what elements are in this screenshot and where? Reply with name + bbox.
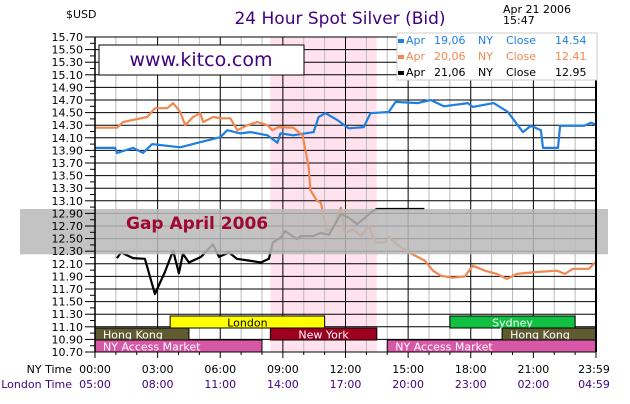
gap-band bbox=[20, 208, 608, 255]
chart-title: 24 Hour Spot Silver (Bid) bbox=[234, 9, 445, 29]
legend-entry-part: 12.95 bbox=[555, 66, 587, 79]
x-tick-label-london: 02:00 bbox=[518, 378, 550, 391]
y-tick-label: 15.70 bbox=[52, 31, 84, 44]
legend-entry-part: NY bbox=[478, 34, 493, 47]
series-line-1 bbox=[95, 98, 597, 154]
legend-entry-part: 12.41 bbox=[555, 50, 587, 63]
legend-marker bbox=[398, 55, 404, 59]
y-tick-label: 12.30 bbox=[52, 245, 84, 258]
x-row-label-london: London Time bbox=[1, 378, 72, 391]
chart-date: Apr 21 2006 bbox=[503, 3, 571, 16]
gap-annotation: Gap April 2006 bbox=[126, 214, 268, 234]
legend-marker bbox=[398, 39, 404, 43]
y-tick-label: 13.70 bbox=[52, 157, 84, 170]
legend-entry-part: Apr bbox=[406, 66, 426, 79]
y-tick-label: 11.10 bbox=[52, 321, 84, 334]
x-tick-label-ny: 15:00 bbox=[392, 363, 424, 376]
y-tick-label: 12.70 bbox=[52, 220, 84, 233]
y-tick-label: 11.30 bbox=[52, 308, 84, 321]
y-tick-label: 10.90 bbox=[52, 333, 84, 346]
gap-layer: Gap April 2006 bbox=[20, 208, 608, 255]
session-bar bbox=[269, 327, 378, 341]
watermark-text: www.kitco.com bbox=[129, 49, 272, 71]
session-label: New York bbox=[298, 329, 349, 342]
x-tick-label-ny: 03:00 bbox=[142, 363, 174, 376]
x-tick-label-london: 05:00 bbox=[79, 378, 111, 391]
legend-entry-part: NY bbox=[478, 50, 493, 63]
legend-entry: Apr 20,06 NY Close 12.41 bbox=[406, 50, 587, 63]
currency-label: $USD bbox=[66, 8, 97, 21]
y-tick-label: 14.90 bbox=[52, 81, 84, 94]
y-tick-label: 12.10 bbox=[52, 258, 84, 271]
x-tick-label-ny: 06:00 bbox=[204, 363, 236, 376]
x-tick-label-london: 14:00 bbox=[267, 378, 299, 391]
y-tick-label: 11.90 bbox=[52, 270, 84, 283]
x-tick-label-ny: 09:00 bbox=[267, 363, 299, 376]
session-bar bbox=[169, 315, 326, 329]
legend-entry-part: 21,06 bbox=[434, 66, 466, 79]
legend-marker bbox=[398, 71, 404, 75]
x-tick-label-london: 23:00 bbox=[455, 378, 487, 391]
y-tick-label: 13.30 bbox=[52, 182, 84, 195]
x-tick-label-ny: 12:00 bbox=[330, 363, 362, 376]
ny-session-band bbox=[270, 37, 377, 352]
legend-entry: Apr 21,06 NY Close 12.95 bbox=[406, 66, 587, 79]
y-tick-label: 14.10 bbox=[52, 132, 84, 145]
legend: Apr 19,06 NY Close 14.54 Apr 20,06 NY Close 12.41… bbox=[396, 32, 598, 81]
y-tick-label: 12.50 bbox=[52, 233, 84, 246]
session-label: London bbox=[227, 317, 267, 330]
chart-time: 15:47 bbox=[503, 14, 535, 27]
y-tick-label: 13.50 bbox=[52, 170, 84, 183]
session-label: Hong Kong bbox=[510, 329, 570, 342]
x-tick-label-london: 11:00 bbox=[204, 378, 236, 391]
y-tick-label: 14.70 bbox=[52, 94, 84, 107]
legend-entry-part: Apr bbox=[406, 34, 426, 47]
y-tick-label: 11.70 bbox=[52, 283, 84, 296]
watermark-box: www.kitco.com bbox=[98, 44, 305, 76]
legend-entry-part: NY bbox=[478, 66, 493, 79]
y-tick-label: 13.90 bbox=[52, 144, 84, 157]
x-tick-label-london: 17:00 bbox=[330, 378, 362, 391]
y-tick-label: 12.90 bbox=[52, 207, 84, 220]
background-layer bbox=[270, 37, 377, 352]
y-tick-label: 15.10 bbox=[52, 69, 84, 82]
session-label: Hong Kong bbox=[103, 329, 163, 342]
y-tick-label: 14.50 bbox=[52, 107, 84, 120]
y-tick-label: 13.10 bbox=[52, 195, 84, 208]
y-tick-label: 14.30 bbox=[52, 119, 84, 132]
x-tick-label-london: 08:00 bbox=[142, 378, 174, 391]
x-tick-label-ny: 00:00 bbox=[79, 363, 111, 376]
legend-entry-part: 20,06 bbox=[434, 50, 466, 63]
axes-layer: 15.7015.5015.3015.1014.9014.7014.5014.30… bbox=[1, 31, 610, 391]
y-tick-label: 10.70 bbox=[52, 346, 84, 359]
legend-entry-part: 14.54 bbox=[555, 34, 587, 47]
x-tick-label-london: 04:59 bbox=[578, 378, 610, 391]
x-tick-label-ny: 18:00 bbox=[455, 363, 487, 376]
legend-entry: Apr 19,06 NY Close 14.54 bbox=[406, 34, 587, 47]
legend-entry-part: 19,06 bbox=[434, 34, 466, 47]
legend-entry-part: Apr bbox=[406, 50, 426, 63]
legend-entry-part: Close bbox=[506, 50, 536, 63]
y-tick-label: 11.50 bbox=[52, 296, 84, 309]
x-row-label-ny: NY Time bbox=[27, 363, 73, 376]
x-tick-label-ny: 21:00 bbox=[518, 363, 550, 376]
session-label: Sydney bbox=[492, 317, 533, 330]
session-label: NY Access Market bbox=[395, 341, 493, 354]
legend-entry-part: Close bbox=[506, 34, 536, 47]
legend-box bbox=[396, 32, 598, 81]
y-tick-label: 15.50 bbox=[52, 44, 84, 57]
y-tick-label: 15.30 bbox=[52, 56, 84, 69]
x-tick-label-ny: 23:59 bbox=[578, 363, 610, 376]
legend-entry-part: Close bbox=[506, 66, 536, 79]
session-label: NY Access Market bbox=[103, 341, 201, 354]
grid-layer bbox=[94, 36, 597, 353]
x-tick-label-london: 20:00 bbox=[392, 378, 424, 391]
